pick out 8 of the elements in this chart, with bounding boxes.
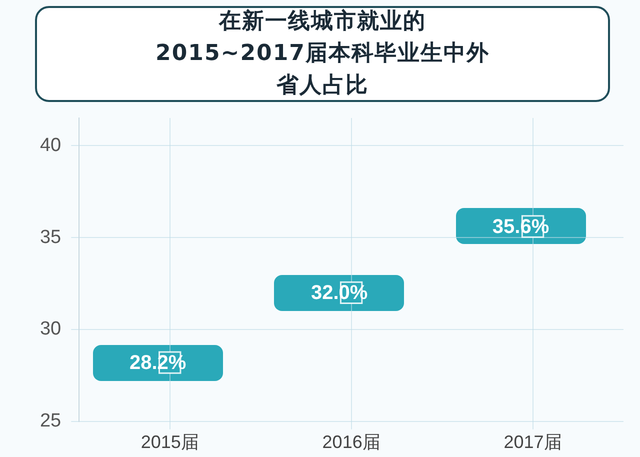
y-tick-label: 40 (40, 134, 62, 156)
y-tick-label: 25 (40, 410, 62, 432)
y-tick-label: 30 (40, 318, 62, 340)
x-tick-label: 2016届 (322, 432, 380, 452)
y-tick-label: 35 (40, 226, 62, 248)
x-tick-label: 2017届 (504, 432, 562, 452)
x-tick-label: 2015届 (140, 432, 199, 452)
chart-title: 在新一线城市就业的2015~2017届本科毕业生中外省人占比 (154, 8, 490, 100)
